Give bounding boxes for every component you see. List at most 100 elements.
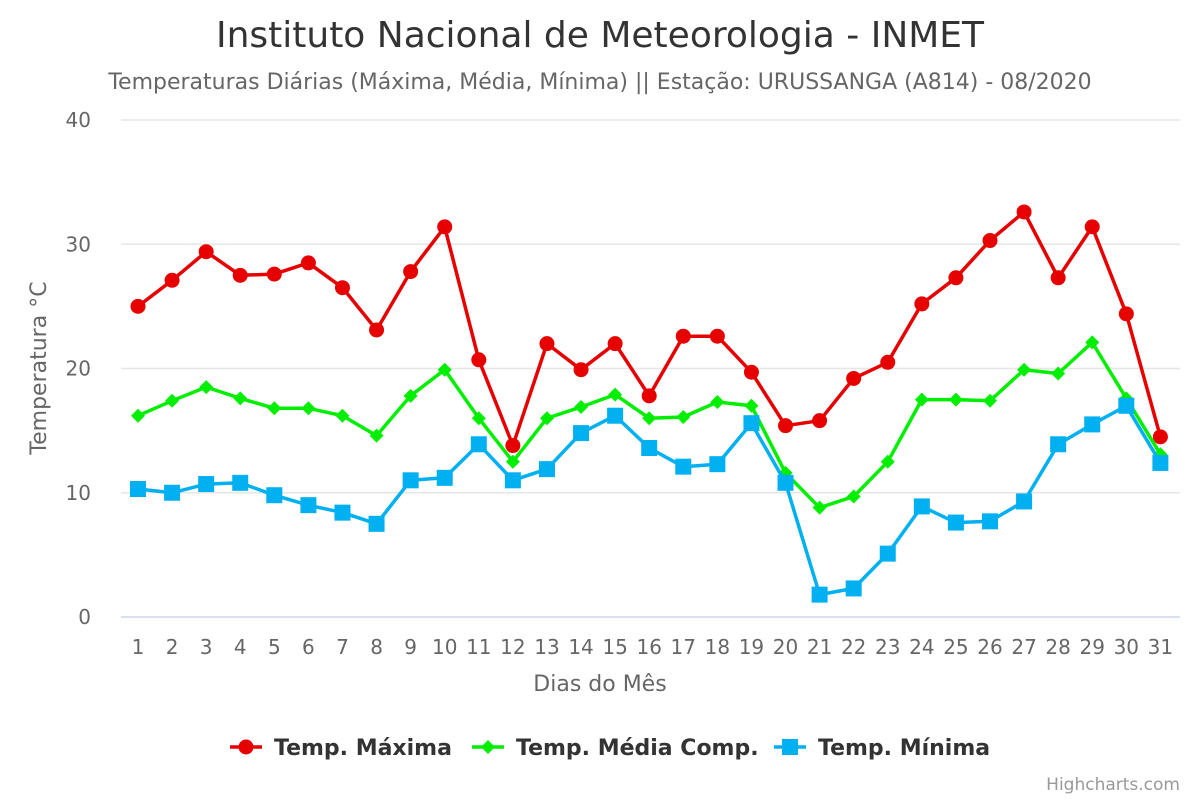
data-point-diamond-marker[interactable] <box>505 454 520 469</box>
data-point-square-marker[interactable] <box>811 586 828 603</box>
data-point-square-marker[interactable] <box>982 513 998 530</box>
data-point-diamond-marker[interactable] <box>710 395 725 410</box>
data-point-square-marker[interactable] <box>743 415 760 432</box>
data-point-diamond-marker[interactable] <box>1051 366 1066 381</box>
data-point-circle-marker[interactable] <box>641 388 657 404</box>
data-point-diamond-marker[interactable] <box>403 388 418 403</box>
data-point-square-marker[interactable] <box>573 425 590 442</box>
data-point-square-marker[interactable] <box>1016 493 1033 510</box>
x-tick-label: 15 <box>602 635 627 659</box>
y-tick-label: 20 <box>66 357 91 381</box>
data-point-circle-marker[interactable] <box>914 296 930 312</box>
data-point-circle-marker[interactable] <box>1050 270 1066 286</box>
data-point-square-marker[interactable] <box>845 580 862 597</box>
data-point-circle-marker[interactable] <box>164 272 180 288</box>
data-point-circle-marker[interactable] <box>573 362 589 378</box>
highcharts-credits-link[interactable]: Highcharts.com <box>1046 775 1180 795</box>
legend-item-2[interactable]: Temp. Média Comp. <box>472 736 759 761</box>
data-point-circle-marker[interactable] <box>505 438 521 454</box>
data-point-diamond-marker[interactable] <box>744 398 759 413</box>
data-point-circle-marker[interactable] <box>1084 219 1100 235</box>
data-point-diamond-marker[interactable] <box>165 393 180 408</box>
data-point-square-marker[interactable] <box>947 514 964 531</box>
data-point-circle-marker[interactable] <box>539 336 555 352</box>
data-point-circle-marker[interactable] <box>437 219 453 235</box>
data-point-diamond-marker[interactable] <box>437 362 452 377</box>
legend-item-3[interactable]: Temp. Mínima <box>774 736 990 761</box>
data-point-circle-marker[interactable] <box>846 370 862 386</box>
data-point-square-marker[interactable] <box>675 458 692 475</box>
data-point-diamond-marker[interactable] <box>642 411 657 426</box>
data-point-diamond-marker[interactable] <box>812 500 827 515</box>
data-point-circle-marker[interactable] <box>709 328 725 344</box>
data-point-square-marker[interactable] <box>470 436 487 453</box>
data-point-diamond-marker[interactable] <box>846 489 861 504</box>
data-point-square-marker[interactable] <box>913 498 930 515</box>
data-point-square-marker[interactable] <box>164 484 181 501</box>
data-point-circle-marker[interactable] <box>675 328 691 344</box>
data-point-diamond-marker[interactable] <box>1085 335 1100 350</box>
data-point-circle-marker[interactable] <box>198 244 214 260</box>
data-point-circle-marker[interactable] <box>403 264 419 280</box>
legend-item-1[interactable]: Temp. Máxima <box>230 736 452 761</box>
data-point-circle-marker[interactable] <box>1016 204 1032 220</box>
data-point-circle-marker[interactable] <box>948 270 964 286</box>
data-point-square-marker[interactable] <box>198 476 215 493</box>
data-point-diamond-marker[interactable] <box>914 392 929 407</box>
data-point-diamond-marker[interactable] <box>880 454 895 469</box>
data-point-circle-marker[interactable] <box>880 354 896 370</box>
data-point-diamond-marker[interactable] <box>199 380 214 395</box>
data-point-diamond-marker[interactable] <box>267 401 282 416</box>
data-point-circle-marker[interactable] <box>1152 429 1168 445</box>
data-point-diamond-marker[interactable] <box>608 387 623 402</box>
data-point-square-marker[interactable] <box>709 456 726 473</box>
data-point-diamond-marker[interactable] <box>574 400 589 415</box>
data-point-diamond-marker[interactable] <box>948 392 963 407</box>
data-point-circle-marker[interactable] <box>369 322 385 338</box>
data-point-circle-marker[interactable] <box>300 255 316 271</box>
series-line[interactable] <box>136 210 1163 448</box>
data-point-square-marker[interactable] <box>607 407 624 424</box>
data-point-square-marker[interactable] <box>879 545 896 562</box>
data-point-square-marker[interactable] <box>504 472 521 489</box>
data-point-diamond-marker[interactable] <box>1017 362 1032 377</box>
data-point-circle-marker[interactable] <box>778 418 794 434</box>
data-point-square-marker[interactable] <box>538 461 555 478</box>
data-point-square-marker[interactable] <box>232 474 249 491</box>
data-point-circle-marker[interactable] <box>812 413 828 429</box>
data-point-square-marker[interactable] <box>1050 436 1067 453</box>
data-point-square-marker[interactable] <box>1118 397 1135 414</box>
data-point-diamond-marker[interactable] <box>539 411 554 426</box>
data-point-circle-marker[interactable] <box>130 298 146 314</box>
data-point-square-marker[interactable] <box>300 497 317 514</box>
data-point-diamond-marker[interactable] <box>301 401 316 416</box>
data-point-circle-marker[interactable] <box>607 336 623 352</box>
data-point-diamond-marker[interactable] <box>983 393 997 408</box>
data-point-square-marker[interactable] <box>1084 416 1101 433</box>
data-point-circle-marker[interactable] <box>334 280 350 296</box>
x-tick-label: 4 <box>234 635 247 659</box>
data-point-square-marker[interactable] <box>402 472 419 489</box>
data-point-square-marker[interactable] <box>130 481 146 498</box>
data-point-square-marker[interactable] <box>334 504 351 521</box>
data-point-square-marker[interactable] <box>641 440 658 457</box>
data-point-circle-marker[interactable] <box>982 233 998 249</box>
data-point-diamond-marker[interactable] <box>471 411 486 426</box>
x-tick-label: 11 <box>466 635 491 659</box>
data-point-square-marker[interactable] <box>436 469 453 486</box>
data-point-circle-marker[interactable] <box>232 267 248 283</box>
data-point-diamond-marker[interactable] <box>676 409 691 424</box>
data-point-diamond-marker[interactable] <box>369 428 384 443</box>
data-point-diamond-marker[interactable] <box>335 408 350 423</box>
data-point-square-marker[interactable] <box>777 474 794 491</box>
data-point-diamond-marker[interactable] <box>131 408 145 423</box>
data-point-square-marker[interactable] <box>266 487 283 504</box>
data-point-diamond-marker[interactable] <box>233 391 248 406</box>
data-point-circle-marker[interactable] <box>1118 306 1134 322</box>
data-point-circle-marker[interactable] <box>266 266 282 282</box>
data-point-square-marker[interactable] <box>368 515 385 532</box>
data-point-square-marker[interactable] <box>1152 454 1169 471</box>
data-point-circle-marker[interactable] <box>743 364 759 380</box>
series-line[interactable] <box>136 404 1163 597</box>
data-point-circle-marker[interactable] <box>471 352 487 368</box>
